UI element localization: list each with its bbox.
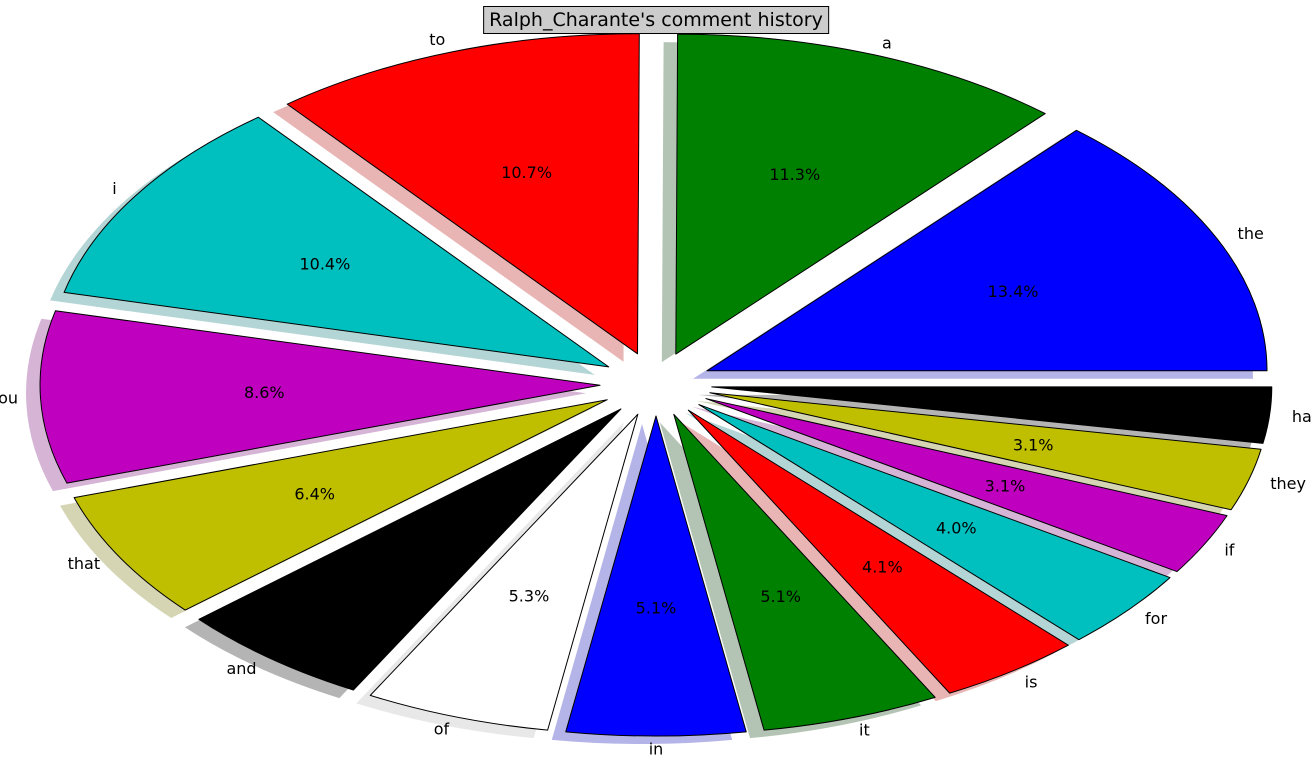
slice-label-they: they [1270,474,1306,493]
slice-to [286,33,640,355]
slice-you [39,310,601,484]
slice-percent-they: 3.1% [1013,436,1054,455]
slice-percent-for: 4.0% [936,518,977,537]
slice-in [565,415,747,737]
slice-percent-is: 4.1% [862,557,903,576]
slice-label-have: have [1292,407,1312,426]
slice-it [673,413,936,731]
slice-percent-in: 5.1% [636,599,677,618]
slice-label-for: for [1145,609,1167,628]
slice-percent-to: 10.7% [501,163,552,182]
slice-label-to: to [429,30,445,49]
slice-percent-i: 10.4% [299,255,350,274]
slice-label-if: if [1224,541,1234,560]
slice-percent-a: 11.3% [769,165,820,184]
slice-is [687,409,1069,694]
slice-percent-labels: 13.4% 11.3% 10.7% 10.4% 8.6% 6.4% 5.3% 5.1% 5.1%… [244,163,1054,617]
slice-that [73,399,608,611]
slice-i [63,116,610,368]
slice-label-i: i [112,179,116,198]
slice-percent-if: 3.1% [985,477,1026,496]
slice-if [705,398,1228,573]
slice-label-you: you [0,388,18,407]
slice-label-in: in [649,739,664,758]
slice-a [675,33,1046,355]
slice-label-it: it [859,720,870,739]
slice-label-that: that [68,554,101,573]
slice-of [369,413,639,731]
slice-and [198,408,622,691]
slice-label-of: of [434,720,450,739]
chart-title: Ralph_Charante's comment history [483,6,829,34]
slice-percent-of: 5.3% [509,586,550,605]
slice-have [711,386,1273,444]
slice-label-a: a [882,33,892,52]
slice-the [706,129,1268,372]
slice-percent-the: 13.4% [988,282,1039,301]
slice-percent-you: 8.6% [244,383,285,402]
slice-labels: the a to i you that and of in it is for if they have [0,30,1312,758]
slice-label-is: is [1025,672,1038,691]
pie-slices [39,33,1273,737]
slice-label-the: the [1238,224,1264,243]
slice-they [709,392,1262,511]
slice-label-and: and [226,659,256,678]
slice-percent-it: 5.1% [760,587,801,606]
slice-percent-that: 6.4% [294,485,335,504]
slice-for [698,404,1171,641]
